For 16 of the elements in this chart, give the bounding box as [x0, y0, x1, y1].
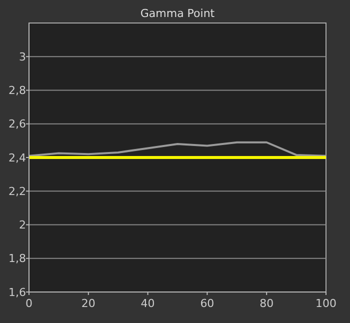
x-tick-label: 60 [200, 297, 214, 310]
x-tick-label: 20 [81, 297, 96, 310]
y-tick-label: 2,8 [8, 84, 26, 98]
x-tick-label: 40 [140, 297, 155, 310]
y-tick-label: 3 [19, 50, 26, 64]
x-tick-label: 80 [260, 297, 274, 310]
y-tick-label: 2,4 [8, 151, 26, 164]
y-tick-label: 1,6 [8, 286, 26, 299]
y-tick-label: 1,8 [8, 252, 26, 266]
y-tick-label: 2,2 [8, 184, 26, 198]
line-series [28, 141, 327, 157]
x-tick-label: 100 [316, 297, 336, 310]
y-tick-label: 2,6 [8, 118, 26, 131]
y-tick-label: 2 [19, 218, 26, 232]
x-tick-label: 0 [26, 297, 32, 310]
chart-title: Gamma Point [140, 7, 216, 20]
